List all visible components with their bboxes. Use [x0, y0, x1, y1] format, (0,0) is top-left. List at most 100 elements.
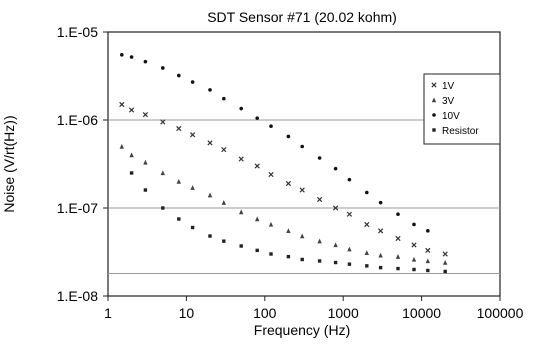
- data-point: [190, 225, 195, 230]
- data-point: [161, 206, 165, 210]
- data-point: [364, 221, 370, 228]
- data-point: [300, 257, 304, 262]
- y-tick-label: 1.E-08: [57, 288, 98, 304]
- data-point: [143, 159, 148, 165]
- data-point: [300, 233, 305, 239]
- legend-items: 1V 3V 10V Resistor: [431, 81, 479, 137]
- data-point: [346, 211, 353, 217]
- data-point: [160, 66, 165, 70]
- data-point: [316, 196, 323, 203]
- data-point: [378, 265, 383, 270]
- data-point: [269, 252, 273, 256]
- data-point: [365, 190, 369, 195]
- data-point: [396, 212, 400, 217]
- x-tick-label: 1000: [328, 305, 359, 321]
- legend: 1V 3V 10V Resistor: [423, 73, 501, 145]
- x-tick-label: 100: [253, 305, 277, 321]
- data-point: [411, 256, 417, 262]
- legend-marker: [432, 128, 436, 132]
- series-resistor: [129, 171, 447, 274]
- data-point: [365, 264, 369, 268]
- data-point: [129, 152, 134, 158]
- data-point: [238, 209, 244, 215]
- data-point: [378, 200, 383, 205]
- data-point: [160, 170, 165, 176]
- data-point: [317, 156, 322, 160]
- x-axis-ticks: 1 10 100 1000 10000 100000: [104, 296, 524, 321]
- legend-label: 10V: [442, 111, 460, 122]
- data-point: [286, 254, 291, 259]
- data-point: [255, 248, 259, 253]
- data-point: [268, 221, 274, 227]
- data-point: [412, 267, 416, 272]
- legend-marker: [431, 97, 437, 103]
- data-point: [128, 107, 135, 113]
- data-points: [119, 53, 448, 274]
- x-tick-label: 100000: [477, 305, 524, 321]
- x-tick-label: 10000: [402, 305, 441, 321]
- data-point: [207, 140, 213, 146]
- data-point: [239, 244, 243, 248]
- data-point: [120, 53, 124, 57]
- data-point: [443, 269, 447, 274]
- data-point: [317, 259, 322, 263]
- data-point: [222, 96, 226, 101]
- data-point: [177, 217, 181, 221]
- series-3v: [119, 143, 448, 265]
- y-tick-label: 1.E-07: [57, 200, 98, 216]
- data-point: [255, 216, 260, 222]
- data-point: [207, 192, 213, 198]
- y-axis-ticks: 1.E-08 1.E-07 1.E-06 1.E-05: [57, 24, 108, 304]
- data-point: [190, 185, 195, 190]
- data-point: [299, 187, 305, 193]
- data-point: [160, 119, 166, 125]
- x-tick-label: 1: [104, 305, 112, 321]
- data-point: [239, 106, 243, 111]
- data-point: [425, 247, 431, 253]
- legend-marker: [432, 113, 436, 117]
- data-point: [129, 55, 134, 59]
- data-point: [190, 80, 195, 84]
- data-point: [286, 134, 291, 139]
- data-point: [255, 116, 260, 120]
- data-point: [411, 242, 417, 248]
- data-point: [269, 124, 273, 129]
- data-point: [333, 260, 338, 265]
- data-point: [119, 143, 125, 149]
- x-axis-label: Frequency (Hz): [254, 322, 350, 338]
- data-point: [129, 171, 134, 175]
- legend-box: [423, 73, 501, 145]
- data-point: [395, 235, 401, 242]
- legend-label: 1V: [442, 81, 455, 92]
- data-point: [425, 258, 431, 264]
- data-point: [347, 177, 352, 182]
- data-point: [332, 205, 339, 211]
- data-point: [395, 254, 401, 259]
- data-point: [364, 250, 370, 255]
- data-point: [426, 268, 430, 273]
- y-tick-label: 1.E-06: [57, 112, 98, 128]
- data-point: [347, 246, 352, 252]
- data-point: [442, 251, 448, 257]
- series-10v: [120, 53, 430, 233]
- plot-area: [107, 31, 501, 297]
- data-point: [142, 112, 149, 118]
- data-point: [222, 239, 226, 243]
- y-tick-label: 1.E-05: [57, 24, 98, 40]
- y-axis-label: Noise (V/rt(Hz)): [1, 115, 17, 212]
- data-point: [286, 228, 291, 234]
- x-tick-label: 10: [179, 305, 195, 321]
- data-point: [317, 238, 322, 244]
- data-point: [143, 188, 148, 192]
- data-point: [443, 259, 448, 265]
- data-point: [396, 266, 400, 271]
- data-point: [377, 228, 384, 234]
- data-point: [347, 262, 352, 266]
- legend-label: Resistor: [442, 126, 479, 137]
- chart-title: SDT Sensor #71 (20.02 kohm): [207, 9, 397, 25]
- series-1v: [119, 101, 448, 257]
- data-point: [208, 234, 212, 238]
- data-point: [176, 178, 182, 184]
- data-point: [189, 132, 196, 138]
